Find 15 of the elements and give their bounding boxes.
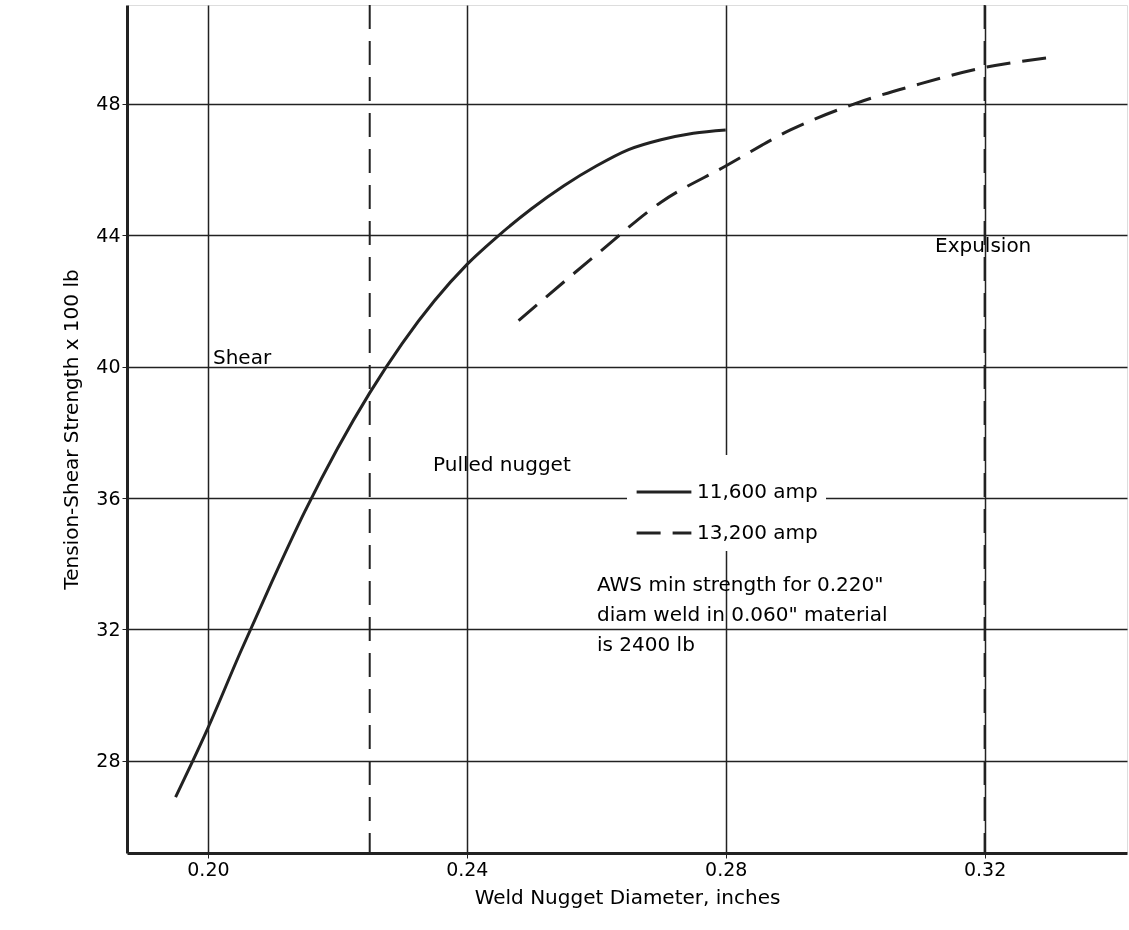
y-tick-label: 48	[96, 92, 121, 115]
y-tick-label: 28	[96, 749, 121, 772]
y-axis-title: Tension-Shear Strength x 100 lb	[59, 269, 84, 591]
annotation: Shear	[213, 345, 272, 369]
y-tick-label: 40	[96, 355, 121, 378]
x-tick-label: 0.20	[187, 857, 230, 880]
y-tick-label: 32	[96, 618, 121, 640]
legend-label: 11,600 amp	[697, 479, 818, 503]
x-tick-label: 0.32	[963, 857, 1007, 880]
y-tick-label: 36	[96, 486, 121, 509]
x-tick-label: 0.28	[705, 857, 748, 880]
x-axis-title: Weld Nugget Diameter, inches	[474, 884, 781, 909]
x-tick-label: 0.24	[446, 857, 489, 880]
legend-label: 13,200 amp	[697, 520, 818, 544]
y-tick-label: 44	[96, 223, 121, 246]
